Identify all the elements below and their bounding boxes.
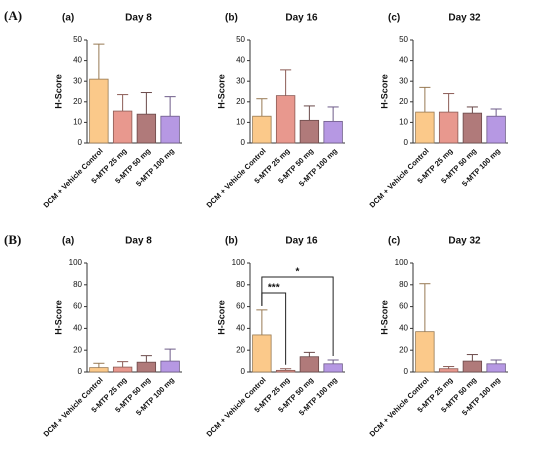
bar xyxy=(299,119,320,144)
y-axis-label: H-Score xyxy=(53,74,63,109)
panel-label: (a) xyxy=(62,236,74,247)
y-tick-label: 20 xyxy=(399,345,408,354)
bar xyxy=(299,356,320,373)
y-tick-label: 20 xyxy=(236,97,245,106)
y-tick-label: 0 xyxy=(404,367,409,376)
y-tick-label: 20 xyxy=(73,345,82,354)
y-axis-label: H-Score xyxy=(53,300,63,335)
bar xyxy=(252,334,272,373)
y-tick-label: 60 xyxy=(236,302,245,311)
bar xyxy=(160,360,180,373)
chart-title: Day 32 xyxy=(448,236,481,247)
y-tick-label: 0 xyxy=(241,367,246,376)
bar xyxy=(415,111,435,144)
bar xyxy=(275,95,296,144)
y-tick-label: 30 xyxy=(236,76,245,85)
bar xyxy=(415,331,435,373)
y-tick-label: 10 xyxy=(399,118,408,127)
y-tick-label: 0 xyxy=(78,367,83,376)
y-tick-label: 40 xyxy=(399,324,408,333)
y-tick-label: 50 xyxy=(399,35,408,44)
y-tick-label: 40 xyxy=(73,56,82,65)
bar xyxy=(112,366,133,373)
y-axis-label: H-Score xyxy=(216,74,226,109)
chart-title: Day 16 xyxy=(285,13,318,24)
y-tick-label: 30 xyxy=(399,76,408,85)
y-tick-label: 50 xyxy=(73,35,82,44)
y-tick-label: 0 xyxy=(404,138,409,147)
bar xyxy=(462,360,483,373)
y-tick-label: 10 xyxy=(73,118,82,127)
y-tick-label: 80 xyxy=(399,280,408,289)
bar xyxy=(89,78,109,144)
y-tick-label: 10 xyxy=(236,118,245,127)
bar xyxy=(486,363,506,373)
bar xyxy=(160,115,180,144)
bar xyxy=(136,361,157,373)
y-tick-label: 80 xyxy=(73,280,82,289)
chart-title: Day 16 xyxy=(285,236,318,247)
y-tick-label: 60 xyxy=(73,302,82,311)
y-tick-label: 0 xyxy=(78,138,83,147)
chart-title: Day 32 xyxy=(448,13,481,24)
bar xyxy=(275,369,296,373)
bar xyxy=(89,367,109,373)
figure-label: (A) xyxy=(4,8,22,23)
bar xyxy=(136,113,157,144)
y-axis-label: H-Score xyxy=(216,300,226,335)
bar xyxy=(252,115,272,144)
y-tick-label: 60 xyxy=(399,302,408,311)
y-tick-label: 0 xyxy=(241,138,246,147)
y-tick-label: 100 xyxy=(69,258,83,267)
y-tick-label: 40 xyxy=(236,324,245,333)
y-tick-label: 50 xyxy=(236,35,245,44)
bar xyxy=(438,111,459,144)
panel-label: (a) xyxy=(62,13,74,24)
significance-label: *** xyxy=(268,283,280,294)
bar xyxy=(486,115,506,144)
y-tick-label: 20 xyxy=(73,97,82,106)
bar xyxy=(112,110,133,144)
y-axis-label: H-Score xyxy=(379,300,389,335)
significance-bracket xyxy=(261,276,334,357)
panel-label: (c) xyxy=(388,236,400,247)
chart-title: Day 8 xyxy=(125,236,152,247)
y-tick-label: 40 xyxy=(399,56,408,65)
y-tick-label: 100 xyxy=(395,258,409,267)
y-tick-label: 30 xyxy=(73,76,82,85)
bar xyxy=(438,368,459,373)
panel-label: (c) xyxy=(388,13,400,24)
figure-label: (B) xyxy=(4,232,21,247)
panel-label: (b) xyxy=(225,13,238,24)
y-tick-label: 20 xyxy=(399,97,408,106)
panel-label: (b) xyxy=(225,236,238,247)
y-tick-label: 20 xyxy=(236,345,245,354)
y-tick-label: 100 xyxy=(232,258,246,267)
y-axis-label: H-Score xyxy=(379,74,389,109)
y-tick-label: 40 xyxy=(73,324,82,333)
bar xyxy=(462,112,483,144)
chart-title: Day 8 xyxy=(125,13,152,24)
y-tick-label: 80 xyxy=(236,280,245,289)
bar xyxy=(323,120,343,144)
bar xyxy=(323,363,343,373)
significance-label: * xyxy=(296,267,300,278)
y-tick-label: 40 xyxy=(236,56,245,65)
